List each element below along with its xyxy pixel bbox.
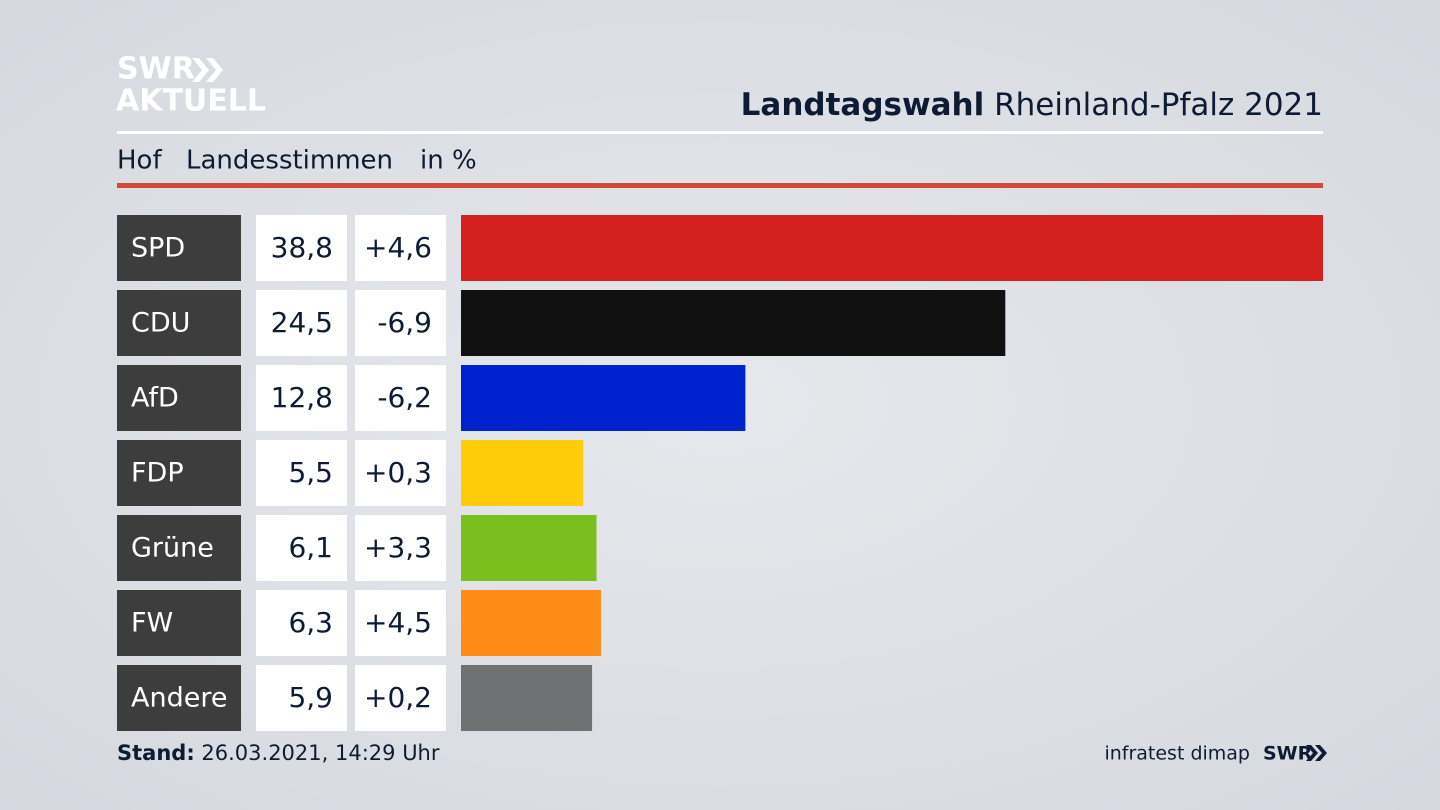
bar bbox=[461, 515, 597, 581]
bar bbox=[461, 290, 1006, 356]
change-label: +4,6 bbox=[364, 231, 432, 264]
region: Hof bbox=[117, 146, 162, 176]
footer-chevrons bbox=[1306, 745, 1327, 761]
value-label: 6,3 bbox=[288, 606, 333, 639]
party-box bbox=[117, 590, 241, 656]
bar bbox=[461, 665, 593, 731]
party-box bbox=[117, 365, 241, 431]
change-label: +3,3 bbox=[364, 531, 432, 564]
value-label: 5,5 bbox=[288, 456, 333, 489]
party-label: Andere bbox=[131, 683, 227, 714]
change-label: +0,3 bbox=[364, 456, 432, 489]
party-box bbox=[117, 515, 241, 581]
change-label: +4,5 bbox=[364, 606, 432, 639]
value-label: 6,1 bbox=[288, 531, 333, 564]
brand-chevrons bbox=[192, 58, 223, 82]
value-box bbox=[256, 215, 347, 281]
change-box bbox=[355, 365, 446, 431]
value-box bbox=[256, 515, 347, 581]
stand-label: Stand: bbox=[117, 741, 195, 765]
title-bold: Landtagswahl bbox=[741, 87, 985, 123]
value-box bbox=[256, 440, 347, 506]
value-box bbox=[256, 590, 347, 656]
value-box bbox=[256, 290, 347, 356]
change-label: -6,2 bbox=[377, 381, 432, 414]
party-label: AfD bbox=[131, 383, 179, 414]
bar bbox=[461, 215, 1323, 281]
change-box bbox=[355, 290, 446, 356]
party-box bbox=[117, 440, 241, 506]
value-label: 12,8 bbox=[271, 381, 333, 414]
title-rest: Rheinland-Pfalz 2021 bbox=[994, 87, 1323, 123]
accent-rule bbox=[117, 183, 1323, 188]
bar bbox=[461, 365, 746, 431]
change-label: -6,9 bbox=[377, 306, 432, 339]
party-box bbox=[117, 215, 241, 281]
bar bbox=[461, 590, 601, 656]
party-box bbox=[117, 290, 241, 356]
header-rule bbox=[117, 131, 1323, 134]
stand-date: 26.03.2021, 14:29 Uhr bbox=[201, 741, 439, 765]
change-label: +0,2 bbox=[364, 681, 432, 714]
unit: in % bbox=[420, 146, 477, 176]
bar bbox=[461, 440, 584, 506]
measure: Landesstimmen bbox=[186, 146, 393, 176]
source: infratest dimap bbox=[1104, 743, 1250, 765]
footer-stand: Stand: 26.03.2021, 14:29 Uhr bbox=[117, 741, 440, 765]
change-box bbox=[355, 590, 446, 656]
value-label: 38,8 bbox=[271, 231, 333, 264]
change-box bbox=[355, 665, 446, 731]
footer-logo: SWR bbox=[1263, 743, 1313, 765]
brand-aktuell: AKTUELL bbox=[116, 84, 266, 119]
party-label: Grüne bbox=[131, 533, 214, 564]
change-box bbox=[355, 440, 446, 506]
value-label: 24,5 bbox=[271, 306, 333, 339]
change-box bbox=[355, 515, 446, 581]
change-box bbox=[355, 215, 446, 281]
value-label: 5,9 bbox=[288, 681, 333, 714]
brand-swr: SWR bbox=[117, 52, 195, 87]
party-label: FDP bbox=[131, 458, 184, 489]
party-label: FW bbox=[131, 608, 173, 639]
chart-title: Landtagswahl Rheinland-Pfalz 2021 bbox=[741, 87, 1323, 123]
party-label: CDU bbox=[131, 308, 190, 339]
party-label: SPD bbox=[131, 233, 185, 264]
value-box bbox=[256, 665, 347, 731]
value-box bbox=[256, 365, 347, 431]
party-box bbox=[117, 665, 241, 731]
